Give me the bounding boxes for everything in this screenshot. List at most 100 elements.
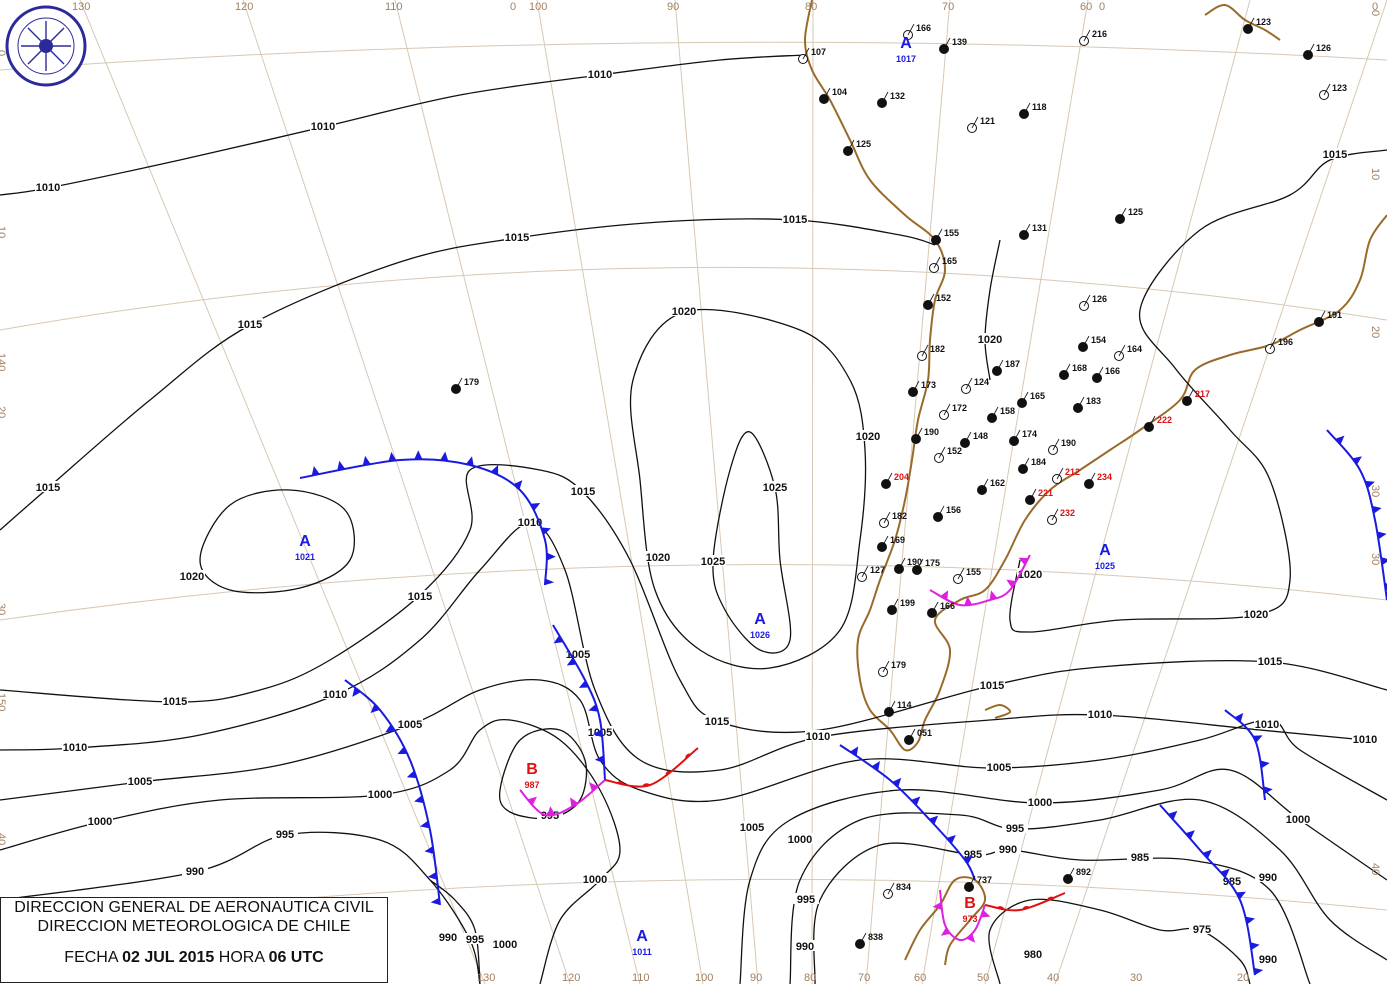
station-plot: 179 bbox=[878, 660, 906, 677]
grid-label-left: 0 bbox=[0, 50, 7, 56]
isobar-label: 1015 bbox=[704, 715, 730, 728]
cold-front-triangle bbox=[414, 450, 423, 460]
svg-text:1025: 1025 bbox=[763, 482, 787, 494]
cold-front-triangle bbox=[420, 820, 430, 829]
isobar-label: 1010 bbox=[62, 741, 88, 754]
grid-label-right: 0 bbox=[1369, 10, 1381, 16]
caption-line-2: DIRECCION METEOROLOGICA DE CHILE bbox=[37, 918, 351, 935]
svg-text:1020: 1020 bbox=[646, 552, 670, 564]
cold-front-triangle bbox=[946, 834, 956, 844]
svg-text:1010: 1010 bbox=[311, 121, 335, 133]
svg-text:A: A bbox=[900, 35, 912, 52]
svg-text:1015: 1015 bbox=[1323, 149, 1347, 161]
grid-label-top: 90 bbox=[667, 1, 679, 13]
cold-front-triangle bbox=[1245, 916, 1255, 925]
isobar-label: 1020 bbox=[977, 333, 1003, 346]
station-plot: 125 bbox=[843, 139, 871, 156]
isobar bbox=[429, 879, 481, 984]
station-plot: 124 bbox=[961, 377, 989, 394]
svg-text:1000: 1000 bbox=[368, 789, 392, 801]
warm-front bbox=[984, 892, 1066, 912]
grid-label-bottom: 40 bbox=[1047, 972, 1059, 984]
cold-front-triangle bbox=[1252, 735, 1263, 743]
svg-text:1015: 1015 bbox=[1258, 656, 1282, 668]
svg-text:1015: 1015 bbox=[408, 591, 432, 603]
svg-text:838: 838 bbox=[868, 932, 883, 942]
station-plot: 131 bbox=[1019, 223, 1047, 240]
svg-text:975: 975 bbox=[1193, 924, 1211, 936]
svg-text:158: 158 bbox=[1000, 406, 1015, 416]
svg-text:990: 990 bbox=[439, 932, 457, 944]
occ-front-triangle bbox=[980, 909, 991, 918]
pressure-centers: A 1021 A 1026 A 1025 A 1017 A 1011 B 987 B 973 bbox=[295, 35, 1115, 957]
svg-text:990: 990 bbox=[796, 941, 814, 953]
svg-text:973: 973 bbox=[962, 914, 977, 924]
station-plot: 187 bbox=[992, 359, 1020, 376]
grid-label-bottom: 50 bbox=[977, 972, 989, 984]
svg-text:165: 165 bbox=[1030, 391, 1045, 401]
cold-front-triangle bbox=[1234, 712, 1244, 723]
cold-front-triangle bbox=[963, 855, 973, 865]
cold-front-triangle bbox=[911, 796, 921, 806]
isobar bbox=[984, 239, 1001, 381]
cold-front-triangle bbox=[566, 657, 577, 666]
station-plot: 217 bbox=[1182, 389, 1210, 406]
svg-text:834: 834 bbox=[896, 882, 911, 892]
isobar-label: 975 bbox=[1189, 923, 1215, 936]
cold-front-triangle bbox=[545, 578, 555, 585]
high-pressure-center: A 1026 bbox=[750, 611, 770, 640]
station-plot: 152 bbox=[934, 446, 962, 463]
isobar bbox=[629, 309, 867, 670]
isobars: 1010 1010 1010 1015 1015 1015 1020 1020 1020 1020… bbox=[0, 54, 1387, 984]
warm-front-semicircle bbox=[665, 770, 672, 776]
station-plot: 234 bbox=[1084, 472, 1112, 489]
svg-text:190: 190 bbox=[924, 427, 939, 437]
svg-text:127: 127 bbox=[870, 565, 885, 575]
cold-front-triangle bbox=[397, 746, 408, 755]
grid-label-right: 40 bbox=[1369, 863, 1381, 875]
svg-text:234: 234 bbox=[1097, 472, 1112, 482]
grid-label-top: 70 bbox=[942, 1, 954, 13]
svg-text:169: 169 bbox=[890, 535, 905, 545]
cold-front-triangle bbox=[352, 687, 361, 697]
isobar-label: 1010 bbox=[805, 730, 831, 743]
isobar bbox=[712, 431, 792, 654]
svg-text:152: 152 bbox=[936, 293, 951, 303]
station-plot: 162 bbox=[977, 478, 1005, 495]
occ-front-triangle bbox=[1006, 579, 1017, 588]
station-plot: 173 bbox=[908, 380, 936, 397]
svg-text:1020: 1020 bbox=[672, 306, 696, 318]
cold-front-triangle bbox=[1384, 582, 1387, 591]
warm-front-semicircle bbox=[1022, 905, 1031, 910]
cold-front-triangle bbox=[370, 703, 380, 713]
isobar-label: 1015 bbox=[407, 590, 433, 603]
station-plot: 834 bbox=[883, 882, 911, 899]
isobar-label: 1005 bbox=[397, 718, 423, 731]
meridian bbox=[674, 0, 759, 984]
isobar-label: 1020 bbox=[179, 570, 205, 583]
meridian bbox=[79, 0, 486, 984]
svg-text:1000: 1000 bbox=[583, 874, 607, 886]
station-plot: 126 bbox=[1303, 43, 1331, 60]
cold-front-triangle bbox=[530, 502, 541, 511]
grid-label-top: 0 bbox=[1372, 1, 1378, 13]
station-plot: 155 bbox=[953, 567, 981, 584]
svg-text:217: 217 bbox=[1195, 389, 1210, 399]
low-pressure-center: B 987 bbox=[524, 761, 539, 790]
parallel bbox=[0, 266, 1387, 331]
station-plot: 158 bbox=[987, 406, 1015, 423]
cold-front-triangle bbox=[311, 466, 320, 476]
svg-text:1010: 1010 bbox=[1088, 709, 1112, 721]
svg-text:1025: 1025 bbox=[701, 556, 725, 568]
svg-text:B: B bbox=[964, 895, 976, 912]
high-pressure-center: A 1025 bbox=[1095, 542, 1115, 571]
svg-text:173: 173 bbox=[921, 380, 936, 390]
svg-text:175: 175 bbox=[925, 558, 940, 568]
isobar-label: 985 bbox=[1127, 851, 1153, 864]
warm-front-semicircle bbox=[1046, 896, 1055, 901]
grid-label-top: 0 bbox=[1099, 1, 1105, 13]
station-plot: 121 bbox=[967, 116, 995, 133]
station-plot: 156 bbox=[933, 505, 961, 522]
svg-text:1020: 1020 bbox=[856, 431, 880, 443]
isobar bbox=[0, 218, 936, 531]
